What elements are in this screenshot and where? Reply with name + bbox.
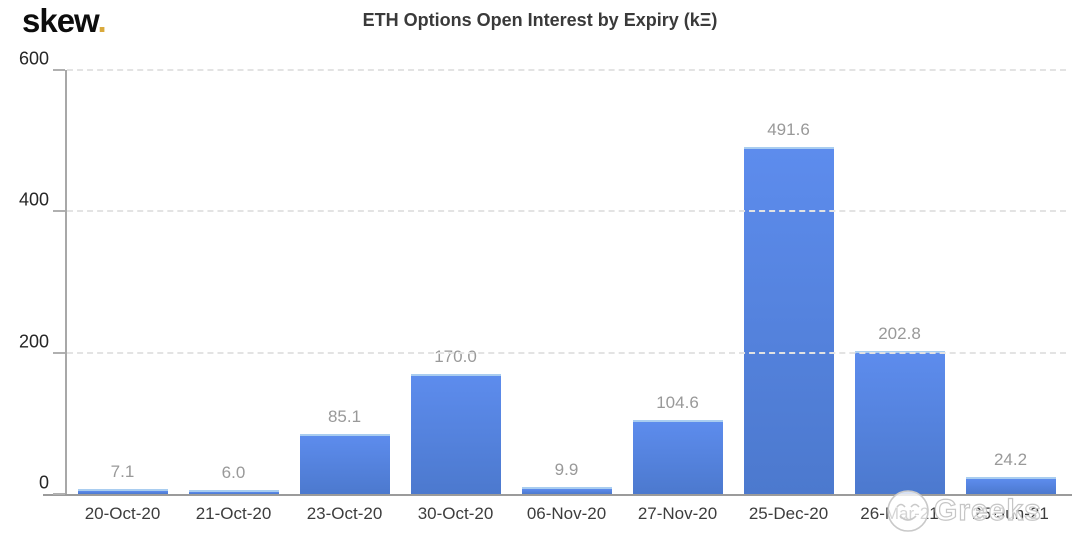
x-axis-label: 20-Oct-20 — [84, 504, 161, 523]
bar-column: 104.6 27-Nov-20 — [622, 70, 733, 523]
bar-value-label: 9.9 — [554, 460, 579, 480]
bar-column: 202.8 26-Mar-21 — [844, 70, 955, 523]
chart-title: ETH Options Open Interest by Expiry (kΞ) — [362, 10, 718, 30]
bar-value-label: 6.0 — [221, 462, 246, 482]
bar — [743, 146, 834, 494]
y-axis-tick-mark — [53, 351, 65, 354]
y-axis-tick-label: 0 — [38, 472, 49, 493]
x-axis-label: 27-Nov-20 — [637, 504, 718, 523]
y-axis-tick-mark — [53, 69, 65, 71]
bar-value-label: 491.6 — [767, 119, 810, 139]
y-axis-tick-mark — [53, 493, 65, 495]
bar — [299, 433, 390, 494]
bar-column: 170.0 30-Oct-20 — [400, 70, 511, 523]
x-axis-label: 23-Oct-20 — [306, 504, 383, 523]
skew-logo-text: skew — [22, 2, 99, 39]
y-axis-tick-label: 200 — [18, 331, 49, 352]
bar-value-label: 104.6 — [656, 393, 699, 413]
bar-column: 491.6 25-Dec-20 — [733, 70, 844, 523]
skew-logo-dot: . — [97, 2, 107, 39]
bar — [965, 476, 1056, 494]
bar-value-label: 202.8 — [878, 323, 921, 343]
bar — [854, 350, 945, 494]
bar — [188, 489, 279, 494]
bar-column: 24.2 25-Jun-21 — [955, 70, 1066, 523]
bar — [410, 373, 501, 494]
gridline — [67, 69, 1066, 71]
gridline — [67, 210, 1066, 213]
bar-value-label: 85.1 — [327, 406, 362, 426]
bar — [77, 488, 168, 494]
y-axis-tick-mark — [53, 210, 65, 213]
bar-column: 85.1 23-Oct-20 — [289, 70, 400, 523]
x-axis-label: 26-Mar-21 — [860, 504, 939, 523]
y-axis-line — [65, 70, 67, 494]
x-axis-label: 06-Nov-20 — [526, 504, 607, 523]
bar-column: 6.0 21-Oct-20 — [178, 70, 289, 523]
bar — [521, 487, 612, 494]
bar-column: 9.9 06-Nov-20 — [511, 70, 622, 523]
y-axis-tick-label: 400 — [18, 189, 49, 210]
x-axis-label: 21-Oct-20 — [195, 504, 272, 523]
x-axis-label: 25-Jun-21 — [972, 504, 1049, 523]
bar-value-label: 7.1 — [110, 461, 135, 481]
bar-value-label: 170.0 — [434, 346, 477, 366]
gridline — [67, 351, 1066, 354]
bar — [632, 420, 723, 494]
x-axis-label: 30-Oct-20 — [417, 504, 494, 523]
skew-logo: skew. — [22, 2, 107, 40]
bars-container: 7.1 20-Oct-20 6.0 21-Oct-20 85.1 23-Oct-20 170… — [67, 70, 1066, 523]
x-axis-line — [43, 494, 1072, 496]
bar-column: 7.1 20-Oct-20 — [67, 70, 178, 523]
y-axis-tick-label: 600 — [18, 48, 49, 69]
plot-area: 7.1 20-Oct-20 6.0 21-Oct-20 85.1 23-Oct-20 170… — [19, 49, 1072, 523]
bar-value-label: 24.2 — [993, 449, 1028, 469]
x-axis-label: 25-Dec-20 — [748, 504, 829, 523]
